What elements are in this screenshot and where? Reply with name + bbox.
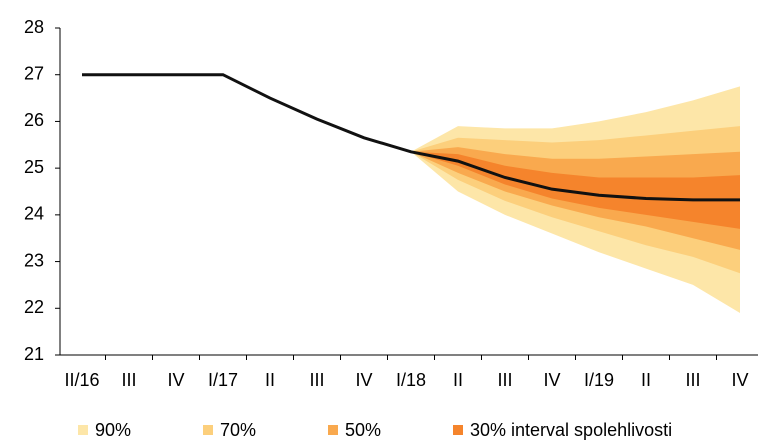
x-tick-label: I/19: [584, 370, 614, 390]
y-tick-label: 28: [24, 17, 44, 37]
x-tick-label: III: [121, 370, 136, 390]
legend-swatch: [453, 425, 463, 435]
legend-swatch: [203, 425, 213, 435]
x-tick-label: III: [309, 370, 324, 390]
x-tick-label: IV: [167, 370, 184, 390]
y-tick-label: 23: [24, 250, 44, 270]
y-tick-label: 21: [24, 344, 44, 364]
x-tick-label: IV: [543, 370, 560, 390]
y-tick-label: 26: [24, 110, 44, 130]
y-tick-label: 24: [24, 204, 44, 224]
x-tick-label: III: [685, 370, 700, 390]
legend-label: 70%: [220, 420, 256, 440]
y-tick-label: 22: [24, 297, 44, 317]
x-tick-label: II: [641, 370, 651, 390]
y-tick-label: 25: [24, 157, 44, 177]
x-tick-label: IV: [731, 370, 748, 390]
x-tick-label: I/17: [208, 370, 238, 390]
x-tick-label: IV: [355, 370, 372, 390]
x-tick-label: II: [453, 370, 463, 390]
legend-label: 50%: [345, 420, 381, 440]
legend-swatch: [328, 425, 338, 435]
y-tick-label: 27: [24, 63, 44, 83]
x-tick-label: I/18: [396, 370, 426, 390]
center-line: [82, 73, 740, 202]
legend-label: 90%: [95, 420, 131, 440]
legend-label: 30% interval spolehlivosti: [470, 420, 672, 440]
x-tick-label: III: [497, 370, 512, 390]
x-tick-label: II/16: [64, 370, 99, 390]
x-tick-label: II: [265, 370, 275, 390]
fan-band: [411, 151, 740, 229]
legend-swatch: [78, 425, 88, 435]
